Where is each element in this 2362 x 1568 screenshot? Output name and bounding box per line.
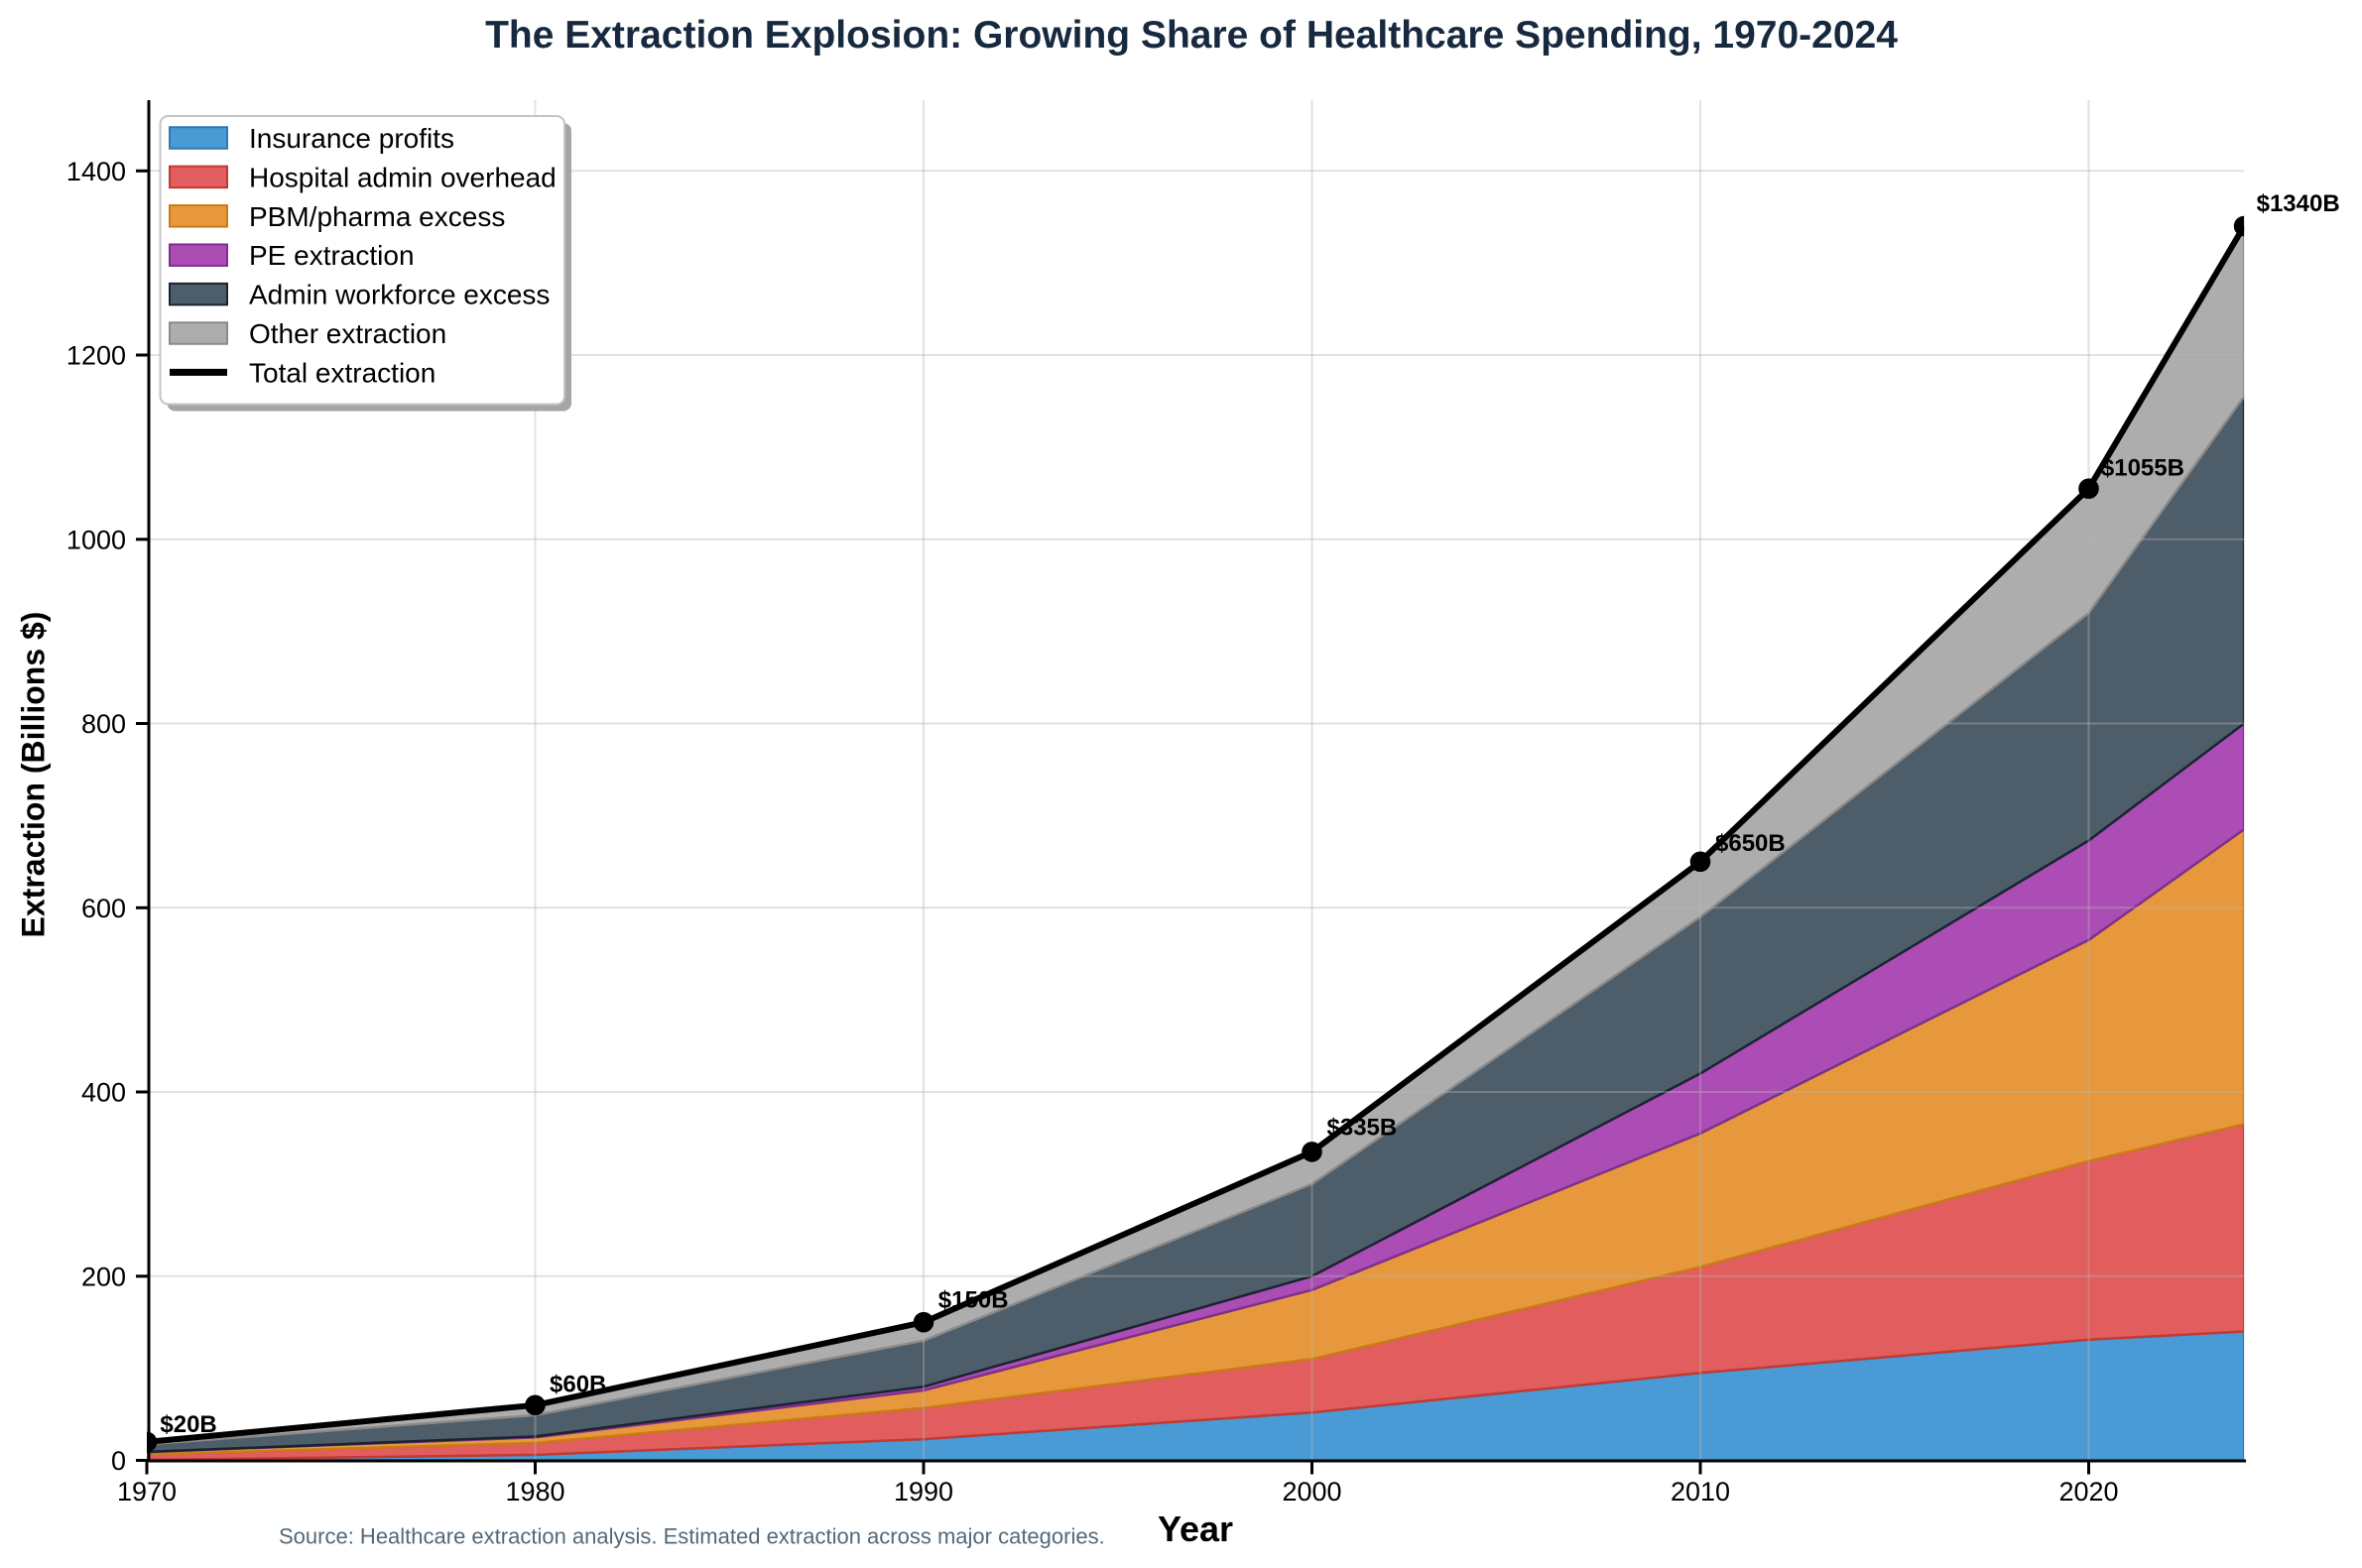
svg-text:$650B: $650B [1715,830,1786,857]
svg-text:PBM/pharma excess: PBM/pharma excess [249,201,505,232]
svg-text:Year: Year [1158,1508,1233,1549]
svg-text:$1340B: $1340B [2257,190,2340,217]
svg-text:1200: 1200 [66,341,126,371]
svg-text:1980: 1980 [505,1477,564,1507]
svg-text:200: 200 [81,1263,126,1292]
svg-text:1990: 1990 [894,1477,953,1507]
svg-text:1400: 1400 [66,157,126,186]
svg-text:$60B: $60B [550,1372,606,1398]
svg-text:400: 400 [81,1078,126,1108]
svg-text:1970: 1970 [117,1477,177,1507]
svg-text:Admin workforce excess: Admin workforce excess [249,280,550,310]
svg-text:The Extraction Explosion: Grow: The Extraction Explosion: Growing Share … [485,14,1898,57]
svg-text:1000: 1000 [66,526,126,555]
svg-text:Other extraction: Other extraction [249,318,446,349]
svg-text:Total extraction: Total extraction [249,357,435,388]
svg-text:Insurance profits: Insurance profits [249,123,454,154]
svg-text:$335B: $335B [1327,1115,1398,1142]
svg-text:Extraction (Billions $): Extraction (Billions $) [16,612,52,938]
svg-text:2000: 2000 [1282,1477,1341,1507]
svg-text:Source: Healthcare extraction: Source: Healthcare extraction analysis. … [279,1524,1105,1549]
svg-text:$150B: $150B [938,1287,1009,1314]
svg-text:Hospital admin overhead: Hospital admin overhead [249,162,557,192]
svg-text:600: 600 [81,894,126,923]
svg-text:800: 800 [81,709,126,739]
svg-text:$20B: $20B [160,1411,216,1438]
svg-text:2010: 2010 [1671,1477,1730,1507]
svg-text:2020: 2020 [2058,1477,2118,1507]
svg-text:0: 0 [111,1446,126,1476]
svg-text:PE extraction: PE extraction [249,240,415,271]
svg-text:$1055B: $1055B [2101,454,2184,481]
